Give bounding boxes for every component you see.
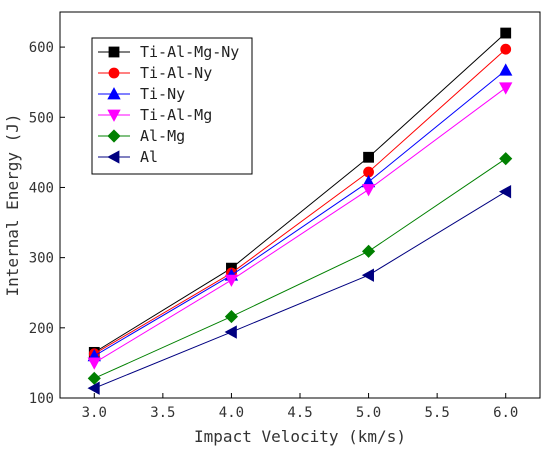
x-axis-title: Impact Velocity (km/s) bbox=[194, 427, 406, 446]
series-line bbox=[94, 32, 507, 353]
legend-marker bbox=[107, 87, 121, 100]
y-tick-label: 100 bbox=[29, 391, 54, 407]
x-tick-label: 5.0 bbox=[356, 405, 381, 421]
x-tick-label: 5.5 bbox=[424, 405, 449, 421]
legend-item: Ti-Al-Mg bbox=[98, 106, 212, 124]
legend-item: Ti-Al-Ny bbox=[98, 64, 212, 82]
legend-label: Ti-Al-Mg-Ny bbox=[140, 43, 239, 61]
x-axis-ticks: 3.0 3.5 4.0 4.5 5.0 5.5 6.0 bbox=[82, 393, 518, 421]
x-tick-label: 3.5 bbox=[150, 405, 175, 421]
legend-label: Ti-Al-Mg bbox=[140, 106, 212, 124]
y-axis-title: Internal Energy (J) bbox=[3, 113, 22, 296]
series-line bbox=[94, 48, 507, 355]
x-tick-label: 6.0 bbox=[493, 405, 518, 421]
data-point bbox=[499, 82, 513, 95]
series-3 bbox=[87, 82, 513, 370]
series-line bbox=[94, 87, 507, 364]
legend-item: Ti-Ny bbox=[98, 85, 185, 103]
legend-label: Al bbox=[140, 148, 158, 166]
y-tick-label: 600 bbox=[29, 40, 54, 56]
data-point bbox=[87, 381, 100, 395]
x-tick-label: 3.0 bbox=[82, 405, 107, 421]
legend-marker bbox=[107, 129, 121, 143]
legend-marker bbox=[107, 109, 121, 122]
legend: Ti-Al-Mg-Ny Ti-Al-Ny Ti-Ny Ti-Al-Mg Al-Mg Al bbox=[91, 37, 253, 175]
y-tick-label: 300 bbox=[29, 251, 54, 267]
legend-marker bbox=[108, 46, 120, 58]
y-axis-ticks: 100 200 300 400 500 600 bbox=[29, 40, 65, 407]
y-tick-label: 400 bbox=[29, 180, 54, 196]
legend-label: Al-Mg bbox=[140, 127, 185, 145]
data-point bbox=[224, 274, 239, 287]
legend-item: Al-Mg bbox=[98, 127, 185, 145]
data-point bbox=[363, 151, 374, 163]
legend-marker bbox=[108, 67, 120, 79]
data-point bbox=[362, 244, 376, 258]
data-point bbox=[500, 43, 512, 55]
data-point bbox=[499, 152, 513, 166]
data-point bbox=[499, 63, 513, 76]
data-point bbox=[500, 27, 512, 39]
data-point bbox=[87, 371, 101, 385]
legend-label: Ti-Ny bbox=[140, 85, 185, 103]
series-5 bbox=[87, 184, 512, 395]
legend-label: Ti-Al-Ny bbox=[140, 64, 212, 82]
legend-item: Al bbox=[98, 148, 158, 166]
series-line bbox=[94, 69, 507, 357]
x-tick-label: 4.0 bbox=[219, 405, 244, 421]
legend-marker bbox=[107, 150, 120, 164]
y-tick-label: 500 bbox=[29, 110, 54, 126]
x-tick-label: 4.5 bbox=[287, 405, 312, 421]
data-point bbox=[224, 310, 238, 324]
data-point bbox=[361, 184, 376, 197]
data-point bbox=[87, 357, 101, 370]
series-layer bbox=[87, 27, 513, 395]
data-point bbox=[224, 325, 237, 339]
legend-item: Ti-Al-Mg-Ny bbox=[98, 43, 239, 61]
series-line bbox=[94, 158, 506, 379]
y-tick-label: 200 bbox=[29, 321, 54, 337]
series-4 bbox=[87, 152, 513, 385]
data-point bbox=[361, 268, 374, 282]
data-point bbox=[498, 184, 512, 199]
series-line bbox=[94, 191, 506, 389]
